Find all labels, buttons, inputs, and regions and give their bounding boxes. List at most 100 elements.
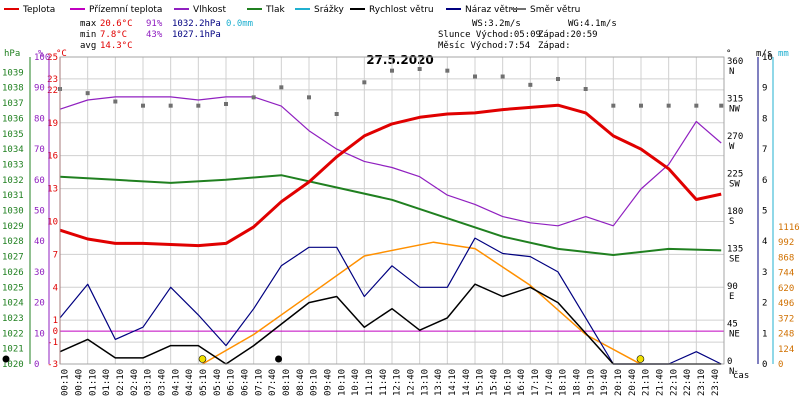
wind-dir-mark-19 [583, 87, 588, 91]
tick-mm-124: 124 [778, 345, 794, 355]
moonrise-marker [275, 355, 283, 363]
stat-avg-temp: 14.3°C [100, 41, 133, 51]
tick-time-13: 06:40 [241, 369, 251, 396]
tick-time-41: 20:40 [628, 369, 638, 396]
tick-time-1: 00:40 [75, 369, 85, 396]
gust-line [59, 237, 722, 365]
wind-dir-mark-16 [500, 74, 505, 79]
tick-ms-7: 7 [762, 145, 767, 155]
tick-hpa-1027: 1027 [2, 253, 24, 263]
tick-deg-180: 180 [727, 207, 743, 217]
legend-label-0: Teplota [22, 5, 55, 15]
tick-mm-372: 372 [778, 314, 794, 324]
tick-degc-16: 16 [47, 152, 58, 162]
tick-dir-6: W [729, 142, 735, 152]
wind-line [59, 283, 722, 365]
tick-deg-90: 90 [727, 282, 738, 292]
wind-dir-mark-5 [196, 103, 201, 108]
tick-time-17: 08:40 [296, 369, 306, 396]
tick-deg-45: 45 [727, 320, 738, 330]
tick-hpa-1021: 1021 [2, 345, 24, 355]
tick-hpa-1035: 1035 [2, 130, 24, 140]
tick-deg-225: 225 [727, 170, 743, 180]
legend-label-5: Rychlost větru [369, 5, 434, 15]
sun-curve [202, 241, 641, 365]
tick-mm-868: 868 [778, 253, 794, 263]
tick-ms-9: 9 [762, 84, 767, 94]
tick-degc--1: -1 [47, 338, 58, 348]
tick-pct-20: 20 [34, 299, 45, 309]
tick-dir-3: SE [729, 255, 740, 265]
stat-max-hum: 91% [146, 19, 163, 29]
wind-dir-mark-20 [611, 103, 616, 108]
tick-pct-30: 30 [34, 268, 45, 278]
tick-degc-25: 25 [47, 53, 58, 63]
tick-time-44: 22:10 [669, 369, 679, 396]
tick-mm-248: 248 [778, 330, 794, 340]
plot-frame [59, 56, 725, 365]
tick-time-23: 11:40 [379, 369, 389, 396]
tick-ms-6: 6 [762, 176, 767, 186]
wind-dir-mark-7 [251, 95, 256, 100]
tick-pct-10: 10 [34, 329, 45, 339]
tick-time-38: 19:10 [586, 369, 596, 396]
tick-ms-2: 2 [762, 299, 767, 309]
tick-ms-5: 5 [762, 207, 767, 217]
tick-time-24: 12:10 [393, 369, 403, 396]
tick-time-14: 07:10 [254, 369, 264, 396]
tick-time-25: 12:40 [407, 369, 417, 396]
axis-unit-pct: % [38, 49, 44, 59]
tick-time-10: 05:10 [199, 369, 209, 396]
tick-hpa-1032: 1032 [2, 176, 24, 186]
stat-max-press: 1032.2hPa [172, 19, 221, 29]
tick-time-31: 15:40 [490, 369, 500, 396]
wind-dir-mark-23 [694, 103, 699, 108]
wind-dir-mark-1 [85, 91, 90, 96]
stat-max-label: max [80, 19, 97, 29]
tick-hpa-1037: 1037 [2, 99, 24, 109]
tick-time-4: 02:10 [116, 369, 126, 396]
tick-degc-10: 10 [47, 217, 58, 227]
tick-time-6: 03:10 [144, 369, 154, 396]
axis-unit-time: čas [733, 370, 749, 381]
wind-dir-mark-10 [334, 112, 339, 116]
tick-ms-1: 1 [762, 329, 767, 339]
tick-degc-1: 1 [53, 316, 58, 326]
tick-deg-360: 360 [727, 57, 743, 67]
axis-unit-degc: °C [56, 49, 67, 59]
tick-dir-5: SW [729, 180, 740, 190]
temperature-line [59, 103, 722, 248]
tick-time-3: 01:40 [102, 369, 112, 396]
stat-wg: WG:4.1m/s [568, 19, 617, 29]
wind-dir-mark-11 [362, 80, 367, 85]
tick-degc-22: 22 [47, 86, 58, 96]
tick-mm-992: 992 [778, 238, 794, 248]
tick-hpa-1039: 1039 [2, 68, 24, 78]
wind-dir-mark-4 [168, 103, 173, 108]
wind-dir-mark-15 [473, 74, 477, 79]
tick-hpa-1023: 1023 [2, 314, 24, 324]
tick-mm-744: 744 [778, 269, 794, 279]
tick-degc-0: 0 [53, 327, 58, 337]
tick-degc-23: 23 [47, 75, 58, 85]
axis-unit-deg: ° [726, 49, 731, 59]
tick-time-15: 07:40 [268, 369, 278, 396]
tick-ms-4: 4 [762, 237, 767, 247]
tick-time-29: 14:40 [462, 369, 472, 396]
tick-time-9: 04:40 [185, 369, 195, 396]
axis-unit-ms: m/s [756, 49, 772, 59]
tick-hpa-1026: 1026 [2, 268, 24, 278]
tick-mm-620: 620 [778, 284, 794, 294]
stat-min-press: 1027.1hPa [172, 30, 221, 40]
tick-hpa-1036: 1036 [2, 114, 24, 124]
tick-time-37: 18:40 [573, 369, 583, 396]
axis-unit-hpa: hPa [4, 49, 20, 59]
stat-min-label: min [80, 30, 96, 40]
stat-min-temp: 7.8°C [100, 30, 127, 40]
tick-time-35: 17:40 [545, 369, 555, 396]
wind-dir-mark-8 [279, 85, 284, 90]
wind-dir-mark-9 [307, 95, 311, 100]
stat-moon: Měsíc Východ:7:54 [438, 41, 530, 51]
legend-label-1: Přízemní teplota [89, 5, 162, 15]
